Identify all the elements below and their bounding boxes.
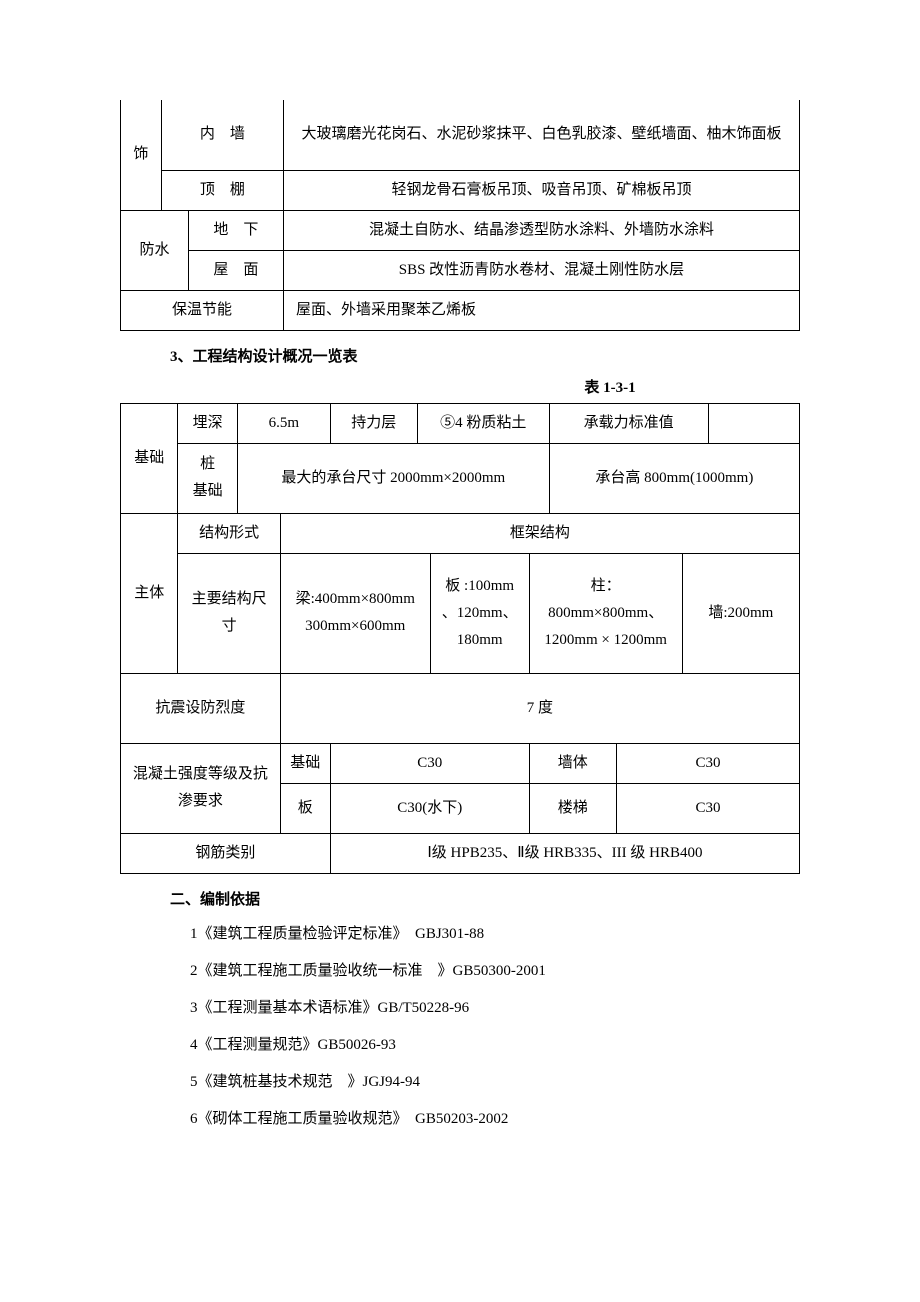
cell-insulation-label: 保温节能	[121, 290, 284, 330]
cell-roof-value: SBS 改性沥青防水卷材、混凝土刚性防水层	[283, 250, 799, 290]
reference-item: 6《砌体工程施工质量验收规范》 GB50203-2002	[190, 1106, 800, 1133]
table-row: 桩 基础 最大的承台尺寸 2000mm×2000mm 承台高 800mm(100…	[121, 443, 800, 513]
table-row: 抗震设防烈度 7 度	[121, 673, 800, 743]
cell-insulation-value: 屋面、外墙采用聚苯乙烯板	[283, 290, 799, 330]
reference-item: 2《建筑工程施工质量验收统一标准 》GB50300-2001	[190, 958, 800, 985]
section-heading-basis: 二、编制依据	[170, 888, 800, 909]
cell-concrete-label: 混凝土强度等级及抗渗要求	[121, 743, 281, 833]
cell-pile-height: 承台高 800mm(1000mm)	[549, 443, 799, 513]
cell-foundation-label: 基础	[121, 403, 178, 513]
cell-bearing-layer-value: ⑤4 粉质粘土	[417, 403, 549, 443]
table-row: 主体 结构形式 框架结构	[121, 513, 800, 553]
cell-wall-value: 墙:200mm	[682, 553, 799, 673]
cell-slab-grade-label: 板	[280, 783, 330, 833]
cell-mainbody-label: 主体	[121, 513, 178, 673]
cell-roof-label: 屋 面	[188, 250, 283, 290]
cell-seismic-label: 抗震设防烈度	[121, 673, 281, 743]
cell-stair-grade-value: C30	[616, 783, 799, 833]
cell-depth-value: 6.5m	[237, 403, 330, 443]
cell-waterproof-label: 防水	[121, 210, 189, 290]
reference-item: 4《工程测量规范》GB50026-93	[190, 1032, 800, 1059]
cell-bearing-capacity-value	[708, 403, 799, 443]
table-row: 基础 埋深 6.5m 持力层 ⑤4 粉质粘土 承载力标准值	[121, 403, 800, 443]
cell-struct-form-value: 框架结构	[280, 513, 799, 553]
cell-beam-value: 梁:400mm×800mm 300mm×600mm	[280, 553, 430, 673]
cell-underground-value: 混凝土自防水、结晶渗透型防水涂料、外墙防水涂料	[283, 210, 799, 250]
cell-depth-label: 埋深	[178, 403, 237, 443]
cell-rebar-value: Ⅰ级 HPB235、Ⅱ级 HRB335、III 级 HRB400	[330, 833, 799, 873]
reference-item: 3《工程测量基本术语标准》GB/T50228-96	[190, 995, 800, 1022]
page-container: 饰 内 墙 大玻璃磨光花岗石、水泥砂浆抹平、白色乳胶漆、壁纸墙面、柚木饰面板 顶…	[0, 0, 920, 1223]
table-row: 防水 地 下 混凝土自防水、结晶渗透型防水涂料、外墙防水涂料	[121, 210, 800, 250]
cell-seismic-value: 7 度	[280, 673, 799, 743]
table-row: 混凝土强度等级及抗渗要求 基础 C30 墙体 C30	[121, 743, 800, 783]
cell-bearing-layer-label: 持力层	[330, 403, 417, 443]
table-row: 屋 面 SBS 改性沥青防水卷材、混凝土刚性防水层	[121, 250, 800, 290]
cell-wall-grade-label: 墙体	[529, 743, 616, 783]
reference-item: 1《建筑工程质量检验评定标准》 GBJ301-88	[190, 921, 800, 948]
cell-wall-grade-value: C30	[616, 743, 799, 783]
cell-bearing-capacity-label: 承载力标准值	[549, 403, 708, 443]
cell-inner-wall-value: 大玻璃磨光花岗石、水泥砂浆抹平、白色乳胶漆、壁纸墙面、柚木饰面板	[283, 100, 799, 170]
cell-column-value: 柱：800mm×800mm、1200mm × 1200mm	[529, 553, 682, 673]
cell-stair-grade-label: 楼梯	[529, 783, 616, 833]
cell-pile-size: 最大的承台尺寸 2000mm×2000mm	[237, 443, 549, 513]
cell-ceiling-label: 顶 棚	[161, 170, 283, 210]
table-row: 主要结构尺寸 梁:400mm×800mm 300mm×600mm 板 :100m…	[121, 553, 800, 673]
table-row: 保温节能 屋面、外墙采用聚苯乙烯板	[121, 290, 800, 330]
table-row: 饰 内 墙 大玻璃磨光花岗石、水泥砂浆抹平、白色乳胶漆、壁纸墙面、柚木饰面板	[121, 100, 800, 170]
cell-slab-value: 板 :100mm 、120mm、180mm	[430, 553, 529, 673]
cell-pile-label: 桩 基础	[178, 443, 237, 513]
cell-decoration-label: 饰	[121, 100, 162, 210]
cell-ceiling-value: 轻钢龙骨石膏板吊顶、吸音吊顶、矿棉板吊顶	[283, 170, 799, 210]
reference-item: 5《建筑桩基技术规范 》JGJ94-94	[190, 1069, 800, 1096]
cell-underground-label: 地 下	[188, 210, 283, 250]
cell-inner-wall-label: 内 墙	[161, 100, 283, 170]
table-row: 钢筋类别 Ⅰ级 HPB235、Ⅱ级 HRB335、III 级 HRB400	[121, 833, 800, 873]
cell-struct-form-label: 结构形式	[178, 513, 280, 553]
cell-foundation-grade-value: C30	[330, 743, 529, 783]
heading-structure-overview: 3、工程结构设计概况一览表	[170, 345, 800, 366]
table-caption: 表 1-3-1	[420, 376, 800, 397]
cell-foundation-grade-label: 基础	[280, 743, 330, 783]
decoration-waterproof-table: 饰 内 墙 大玻璃磨光花岗石、水泥砂浆抹平、白色乳胶漆、壁纸墙面、柚木饰面板 顶…	[120, 100, 800, 331]
cell-main-size-label: 主要结构尺寸	[178, 553, 280, 673]
structure-design-table: 基础 埋深 6.5m 持力层 ⑤4 粉质粘土 承载力标准值 桩 基础 最大的承台…	[120, 403, 800, 874]
cell-rebar-label: 钢筋类别	[121, 833, 331, 873]
table-row: 顶 棚 轻钢龙骨石膏板吊顶、吸音吊顶、矿棉板吊顶	[121, 170, 800, 210]
cell-slab-grade-value: C30(水下)	[330, 783, 529, 833]
